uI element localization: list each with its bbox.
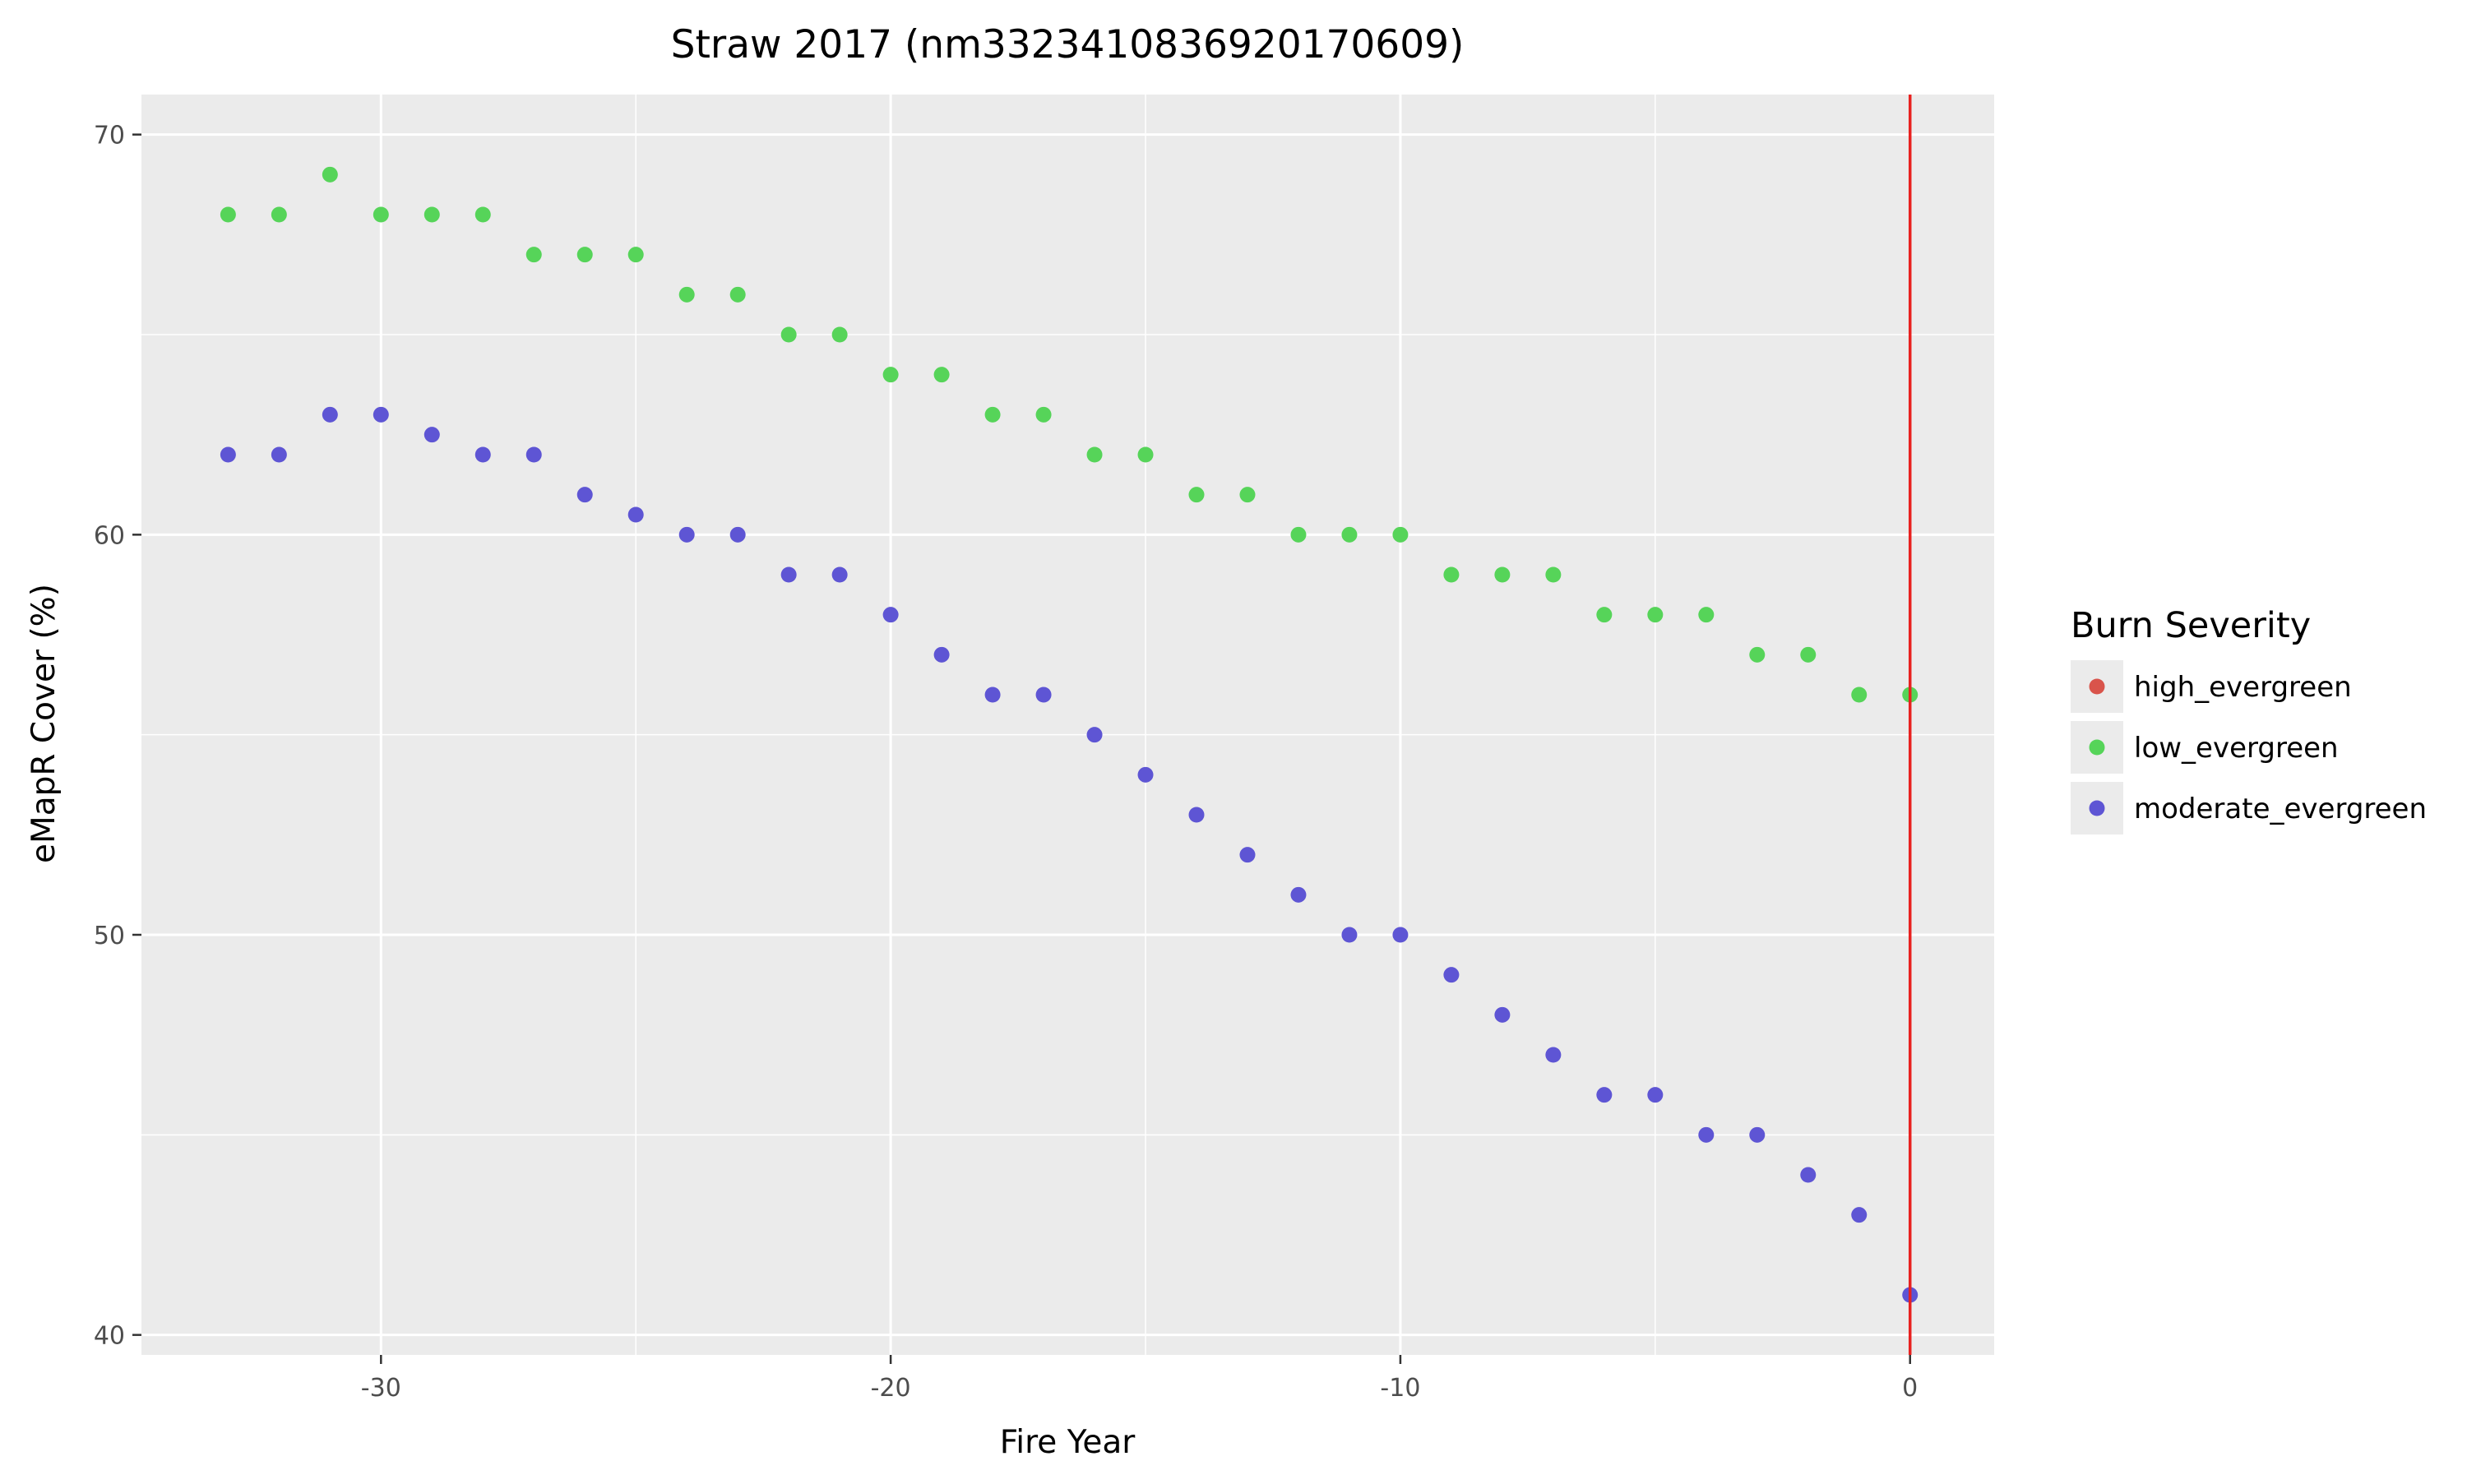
data-points xyxy=(220,166,1919,1303)
data-point-low_evergreen xyxy=(1290,526,1307,543)
legend-entry-moderate_evergreen: moderate_evergreen xyxy=(2071,782,2427,834)
x-tick-label: 0 xyxy=(1902,1374,1918,1403)
data-point-low_evergreen xyxy=(1494,566,1511,583)
y-axis: 40 50 60 70 xyxy=(94,122,141,1351)
legend-entries: high_evergreen low_evergreen moderate_ever… xyxy=(2071,660,2427,834)
data-point-low_evergreen xyxy=(1698,607,1715,623)
series-low_evergreen xyxy=(220,166,1919,703)
legend-marker xyxy=(2089,800,2105,816)
y-axis-label: eMapR Cover (%) xyxy=(25,584,62,863)
x-tick-label: -20 xyxy=(871,1374,911,1403)
data-point-moderate_evergreen xyxy=(1341,927,1358,943)
data-point-low_evergreen xyxy=(322,166,338,183)
data-point-moderate_evergreen xyxy=(1086,727,1103,743)
data-point-low_evergreen xyxy=(882,367,899,383)
y-tick-label: 50 xyxy=(94,922,125,950)
data-point-moderate_evergreen xyxy=(220,446,236,463)
data-point-moderate_evergreen xyxy=(1392,927,1409,943)
x-tick-label: -10 xyxy=(1380,1374,1420,1403)
x-tick-label: -30 xyxy=(361,1374,401,1403)
data-point-moderate_evergreen xyxy=(1545,1047,1562,1063)
data-point-moderate_evergreen xyxy=(1749,1126,1766,1143)
data-point-moderate_evergreen xyxy=(933,646,950,663)
data-point-moderate_evergreen xyxy=(576,487,593,503)
data-point-moderate_evergreen xyxy=(831,566,848,583)
legend: Burn Severity high_evergreen low_evergree… xyxy=(2071,605,2427,834)
data-point-moderate_evergreen xyxy=(678,526,695,543)
data-point-moderate_evergreen xyxy=(1494,1006,1511,1023)
data-point-moderate_evergreen xyxy=(1698,1126,1715,1143)
data-point-moderate_evergreen xyxy=(1443,967,1460,983)
data-point-moderate_evergreen xyxy=(1290,886,1307,903)
data-point-low_evergreen xyxy=(1800,646,1817,663)
data-point-moderate_evergreen xyxy=(627,506,644,523)
data-point-moderate_evergreen xyxy=(984,687,1001,703)
series-moderate_evergreen xyxy=(220,406,1919,1303)
legend-marker xyxy=(2089,739,2105,756)
minor-gridlines xyxy=(141,95,1994,1355)
x-axis: -30 -20 -10 0 xyxy=(361,1355,1918,1403)
chart-title: Straw 2017 (nm3323410836920170609) xyxy=(671,22,1465,67)
data-point-moderate_evergreen xyxy=(424,427,440,443)
data-point-low_evergreen xyxy=(1392,526,1409,543)
data-point-low_evergreen xyxy=(984,406,1001,423)
data-point-low_evergreen xyxy=(627,247,644,263)
y-tick-label: 60 xyxy=(94,521,125,550)
data-point-moderate_evergreen xyxy=(1239,847,1256,863)
data-point-moderate_evergreen xyxy=(1851,1207,1868,1223)
data-point-low_evergreen xyxy=(678,286,695,303)
legend-title: Burn Severity xyxy=(2071,605,2311,646)
data-point-moderate_evergreen xyxy=(780,566,797,583)
legend-label: moderate_evergreen xyxy=(2134,793,2427,825)
legend-entry-high_evergreen: high_evergreen xyxy=(2071,660,2352,713)
data-point-low_evergreen xyxy=(1137,446,1154,463)
data-point-low_evergreen xyxy=(1596,607,1613,623)
data-point-low_evergreen xyxy=(1239,487,1256,503)
data-point-moderate_evergreen xyxy=(1596,1087,1613,1103)
legend-label: high_evergreen xyxy=(2134,671,2352,704)
data-point-moderate_evergreen xyxy=(525,446,542,463)
y-tick-label: 40 xyxy=(94,1322,125,1351)
data-point-low_evergreen xyxy=(1443,566,1460,583)
data-point-low_evergreen xyxy=(1851,687,1868,703)
data-point-low_evergreen xyxy=(373,206,389,223)
data-point-low_evergreen xyxy=(525,247,542,263)
data-point-low_evergreen xyxy=(1341,526,1358,543)
data-point-low_evergreen xyxy=(1749,646,1766,663)
data-point-low_evergreen xyxy=(1545,566,1562,583)
data-point-moderate_evergreen xyxy=(1188,807,1205,823)
data-point-low_evergreen xyxy=(933,367,950,383)
data-point-moderate_evergreen xyxy=(1137,766,1154,783)
data-point-moderate_evergreen xyxy=(1647,1087,1664,1103)
data-point-moderate_evergreen xyxy=(474,446,491,463)
data-point-moderate_evergreen xyxy=(1800,1167,1817,1183)
data-point-moderate_evergreen xyxy=(322,406,338,423)
data-point-moderate_evergreen xyxy=(373,406,389,423)
data-point-moderate_evergreen xyxy=(1035,687,1052,703)
data-point-low_evergreen xyxy=(729,286,746,303)
plot-panel xyxy=(141,95,1994,1355)
data-point-low_evergreen xyxy=(1647,607,1664,623)
legend-marker xyxy=(2089,678,2105,695)
data-point-low_evergreen xyxy=(474,206,491,223)
data-point-low_evergreen xyxy=(780,326,797,343)
y-tick-label: 70 xyxy=(94,122,125,150)
data-point-moderate_evergreen xyxy=(729,526,746,543)
legend-entry-low_evergreen: low_evergreen xyxy=(2071,721,2339,774)
data-point-moderate_evergreen xyxy=(271,446,287,463)
data-point-low_evergreen xyxy=(1188,487,1205,503)
data-point-low_evergreen xyxy=(831,326,848,343)
data-point-low_evergreen xyxy=(1035,406,1052,423)
legend-label: low_evergreen xyxy=(2134,732,2339,765)
data-point-low_evergreen xyxy=(220,206,236,223)
data-point-moderate_evergreen xyxy=(882,607,899,623)
data-point-low_evergreen xyxy=(424,206,440,223)
data-point-low_evergreen xyxy=(1086,446,1103,463)
data-point-low_evergreen xyxy=(576,247,593,263)
data-point-low_evergreen xyxy=(271,206,287,223)
x-axis-label: Fire Year xyxy=(1000,1424,1136,1461)
